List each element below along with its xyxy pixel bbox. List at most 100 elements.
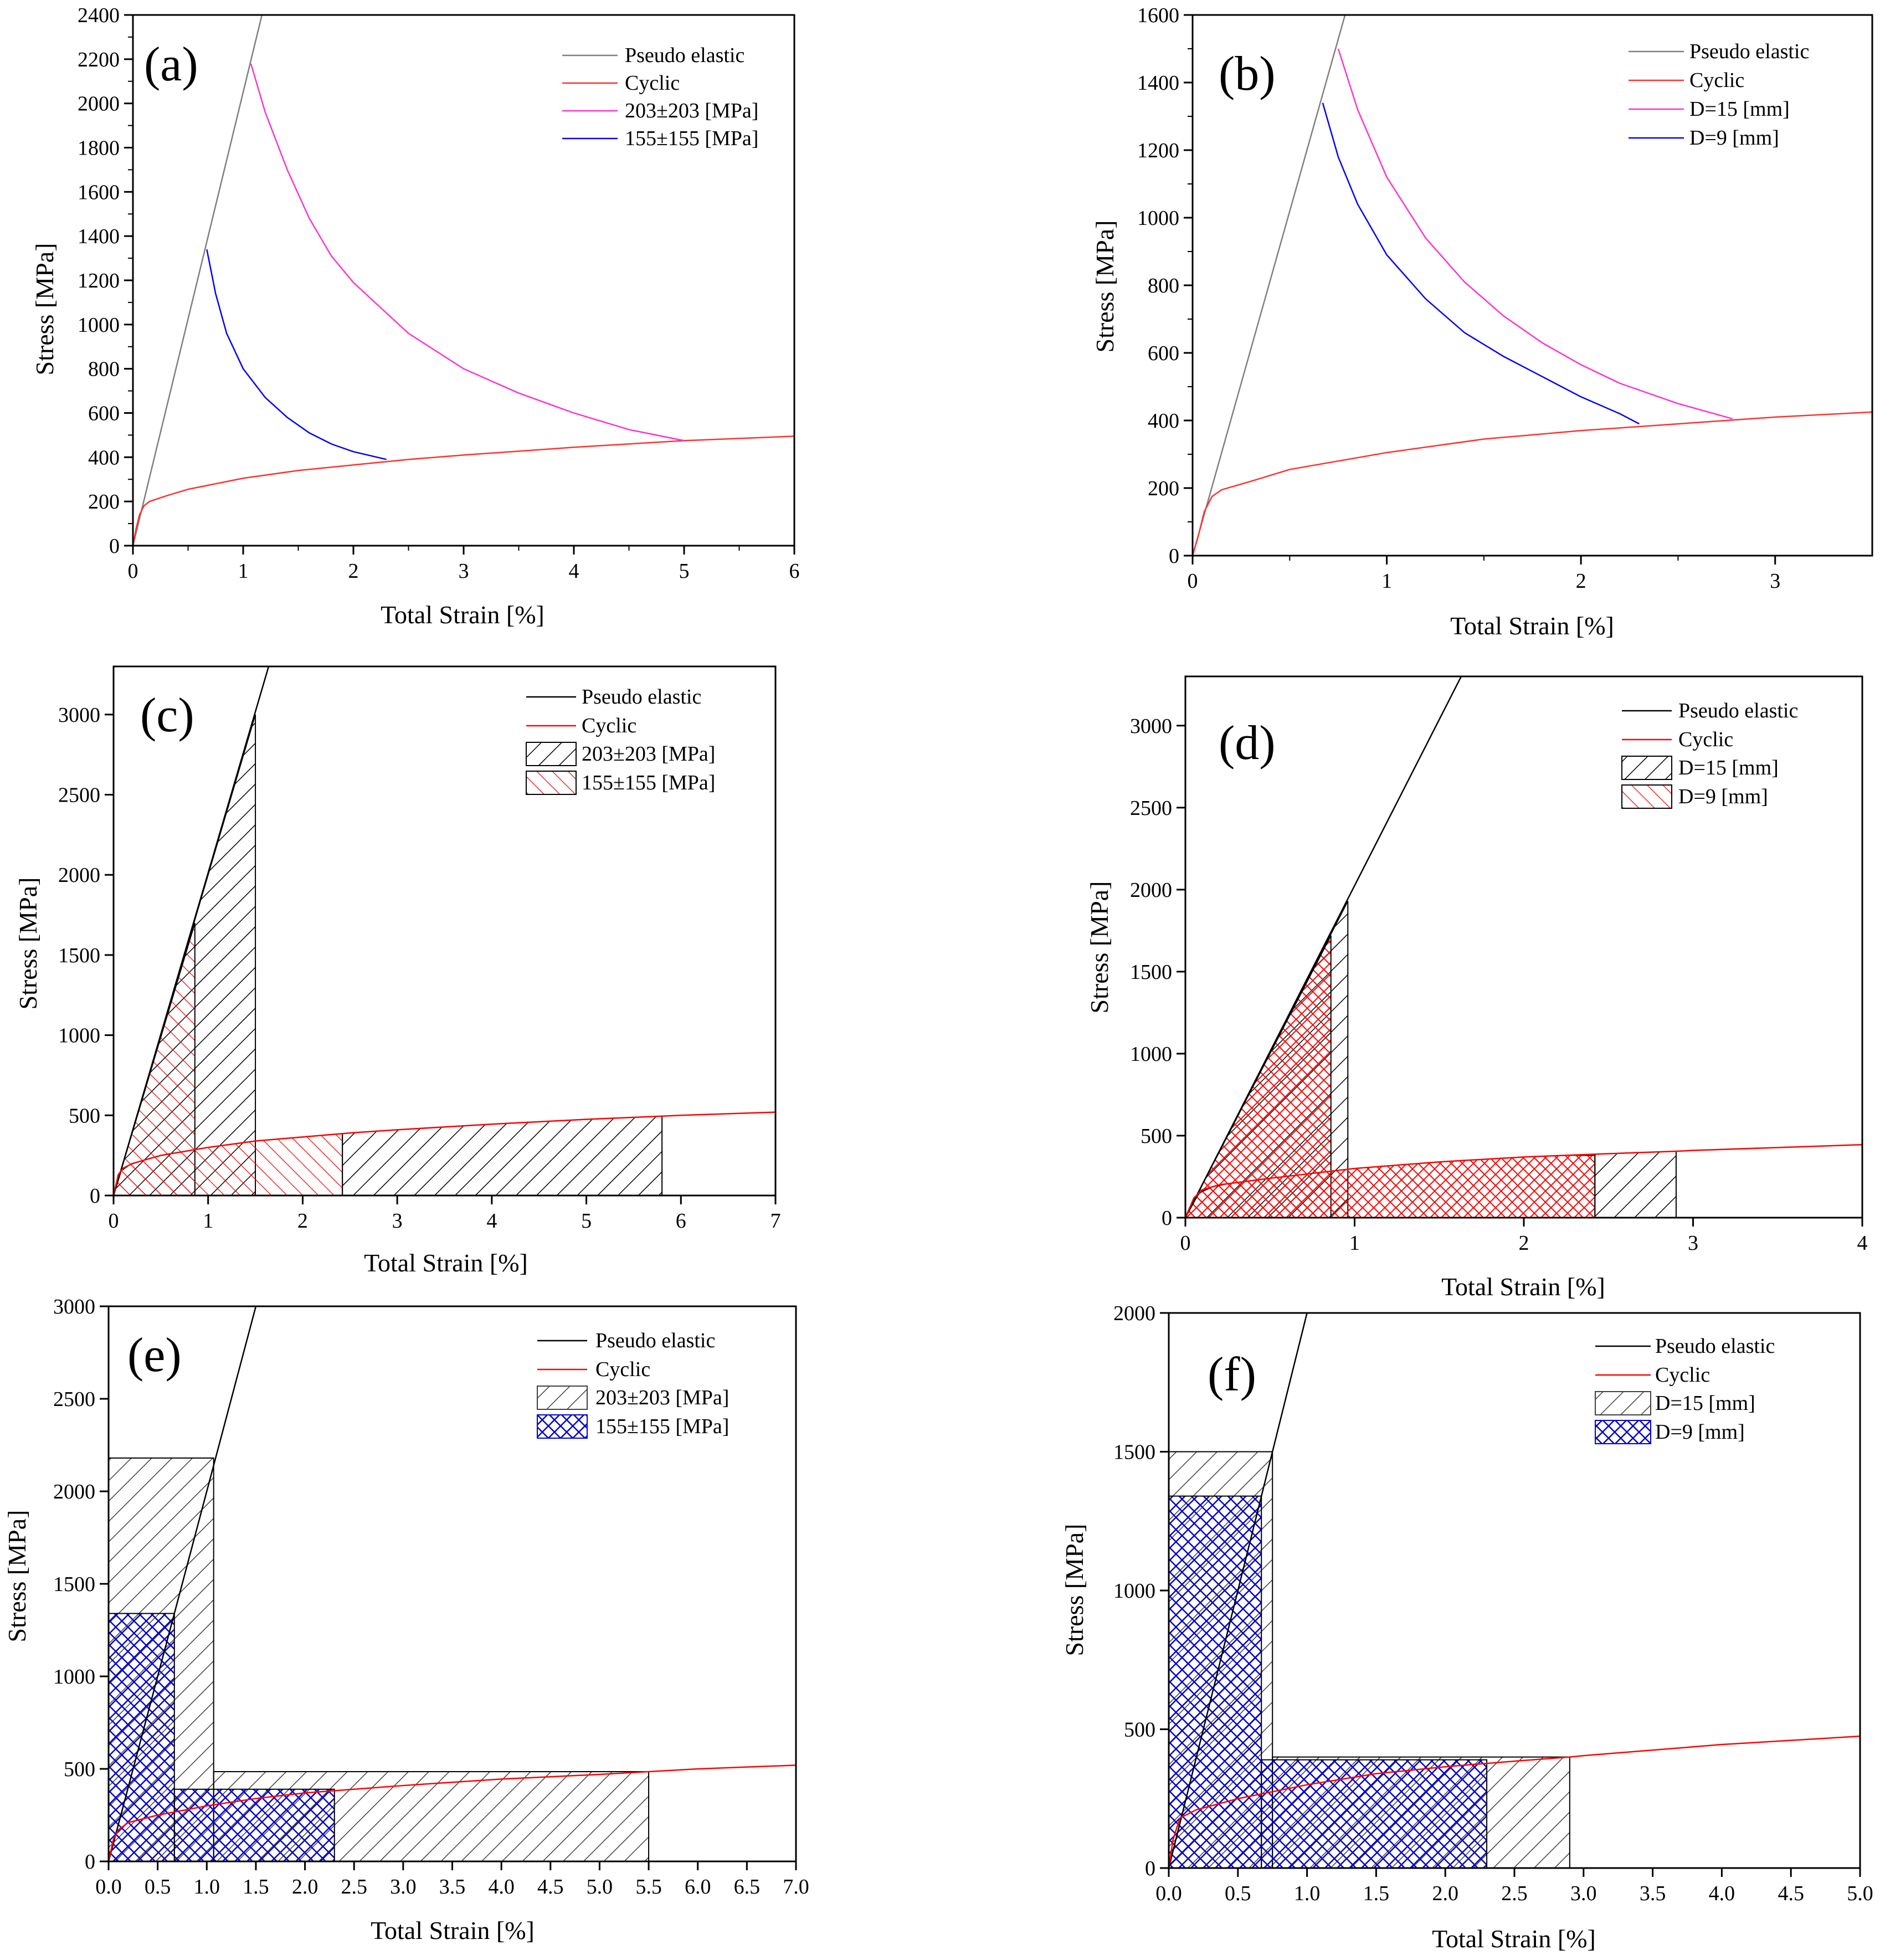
legend-label-155-a: 155±155 [MPa] [625,127,758,150]
x-tick-label-c-4: 4 [486,1209,497,1233]
x-tick-label-e-5: 2.5 [341,1875,367,1899]
x-tick-label-e-14: 7.0 [783,1875,809,1899]
y-tick-label-f-2: 1000 [1113,1579,1155,1603]
panel-d: 0 1 2 3 4 0 500 1000 1500 2000 2500 3000 (d) Total … [1085,675,1868,1301]
region-e-1-piece-1 [173,1788,335,1861]
y-tick-label-b-3: 600 [1148,342,1179,365]
series-line-d-1 [1185,1144,1862,1218]
y-tick-label-e-2: 1000 [53,1665,95,1689]
y-tick-label-b-6: 1200 [1137,139,1179,162]
y-tick-label-e-5: 2500 [53,1388,95,1411]
y-tick-label-d-2: 1000 [1130,1043,1172,1066]
x-axis-title-d: Total Strain [%] [1441,1273,1605,1301]
y-axis-title-c: Stress [MPa] [14,878,42,1010]
panel-label-e: (e) [127,1328,182,1382]
x-tick-label-e-12: 6.0 [685,1875,711,1899]
y-tick-label-e-1: 500 [64,1758,95,1781]
x-tick-label-e-9: 4.5 [537,1875,564,1899]
legend-c: Pseudo elastic Cyclic 203±203 [MPa] 155±… [526,685,715,795]
legend-label-d15-b: D=15 [mm] [1689,98,1790,121]
series-line-a-3 [206,249,387,460]
x-tick-label-e-2: 1.0 [194,1875,220,1899]
legend-a: Pseudo elastic Cyclic 203±203 [MPa] 155±… [562,44,758,150]
y-tick-label-a-10: 2000 [78,93,120,116]
y-tick-label-a-6: 1200 [78,269,120,293]
y-tick-label-b-5: 1000 [1137,207,1179,230]
x-tick-label-b-2: 2 [1576,569,1586,593]
y-tick-label-e-6: 3000 [53,1295,95,1318]
panel-e: 0.0 0.5 1.0 1.5 2.0 2.5 3.0 3.5 4.0 4.5 5.0 5.5 6.0 6… [3,1295,809,1944]
legend-swatch-203-c [526,742,577,766]
y-tick-label-b-1: 200 [1148,477,1179,500]
y-axis-title-b: Stress [MPa] [1091,220,1119,353]
series-line-e-0 [109,1306,257,1861]
y-tick-label-b-4: 800 [1148,274,1179,297]
x-axis-title-f: Total Strain [%] [1432,1925,1596,1953]
x-tick-label-a-5: 5 [679,560,690,583]
plot-area-c [114,666,775,1196]
y-tick-label-d-0: 0 [1162,1207,1172,1230]
y-tick-label-a-7: 1400 [78,225,120,248]
x-tick-label-a-2: 2 [348,560,359,583]
legend-label-pseudo-elastic-a: Pseudo elastic [625,44,744,67]
y-tick-label-d-3: 1500 [1130,961,1172,984]
y-tick-label-d-5: 2500 [1130,797,1172,820]
x-tick-label-e-10: 5.0 [587,1875,613,1899]
x-tick-label-d-4: 4 [1857,1232,1868,1255]
legend-b: Pseudo elastic Cyclic D=15 [mm] D=9 [mm] [1629,40,1809,150]
panel-label-a: (a) [144,38,198,91]
panel-c: 0 1 2 3 4 5 6 7 0 500 1000 1500 2000 2500 3000 (c) Tot… [14,665,781,1277]
y-tick-label-a-8: 1600 [78,181,120,204]
y-tick-label-a-4: 800 [88,358,120,381]
y-axis-title-e: Stress [MPa] [3,1510,31,1643]
series-line-e-1 [109,1764,796,1861]
y-tick-label-d-6: 3000 [1130,715,1172,738]
y-tick-label-e-3: 1500 [53,1573,95,1596]
y-axis-title-a: Stress [MPa] [30,243,59,376]
x-axis-title-e: Total Strain [%] [371,1916,535,1944]
y-tick-label-a-3: 600 [88,402,120,425]
panel-a: 0 1 2 3 4 5 6 0 200 400 600 800 1000 1200 1400 1600 1800… [30,4,800,629]
x-tick-label-f-7: 3.5 [1640,1882,1666,1905]
legend-label-cyclic-e: Cyclic [595,1358,650,1381]
x-tick-label-e-1: 0.5 [145,1875,171,1899]
x-tick-label-b-3: 3 [1770,569,1780,593]
x-tick-label-f-8: 4.0 [1709,1882,1735,1905]
y-tick-label-a-1: 200 [88,490,120,514]
legend-label-pseudo-elastic-e: Pseudo elastic [595,1329,715,1352]
x-tick-label-e-4: 2.0 [292,1875,319,1899]
legend-swatch-d15-f [1595,1391,1651,1415]
plot-area-e [109,1306,796,1861]
x-tick-label-e-0: 0.0 [95,1875,122,1899]
x-tick-label-e-13: 6.5 [734,1875,761,1899]
legend-label-cyclic-c: Cyclic [582,714,636,737]
legend-e: Pseudo elastic Cyclic 203±203 [MPa] 155±… [537,1329,729,1439]
y-tick-label-b-0: 0 [1169,545,1179,568]
region-c-0-piece-1 [342,1115,663,1196]
y-tick-label-a-0: 0 [109,535,120,558]
series-line-c-0 [114,666,270,1196]
x-tick-label-f-5: 2.5 [1501,1882,1528,1905]
x-axis-title-c: Total Strain [%] [364,1249,528,1277]
x-tick-label-c-6: 6 [676,1209,686,1233]
x-tick-label-c-5: 5 [581,1209,592,1233]
x-tick-label-d-2: 2 [1519,1232,1529,1255]
y-axis-title-f: Stress [MPa] [1060,1524,1088,1656]
plot-frame-c [112,665,777,1197]
plot-area-d [1185,676,1862,1218]
y-tick-label-a-5: 1000 [78,314,120,337]
x-tick-label-a-4: 4 [569,560,579,583]
series-line-b-2 [1337,48,1733,420]
x-tick-label-d-3: 3 [1688,1232,1698,1255]
series-line-b-1 [1193,411,1872,556]
series-line-b-3 [1322,102,1640,425]
legend-swatch-203-e [537,1386,588,1410]
x-tick-label-c-1: 1 [203,1209,213,1233]
series-line-f-1 [1169,1735,1860,1868]
region-d-0-piece-1 [1594,1151,1677,1218]
y-tick-label-c-4: 2000 [58,864,100,887]
x-tick-label-b-0: 0 [1188,569,1198,593]
panel-label-b: (b) [1219,47,1276,101]
legend-f: Pseudo elastic Cyclic D=15 [mm] D=9 [mm] [1595,1335,1775,1444]
y-tick-label-b-2: 400 [1148,409,1179,433]
